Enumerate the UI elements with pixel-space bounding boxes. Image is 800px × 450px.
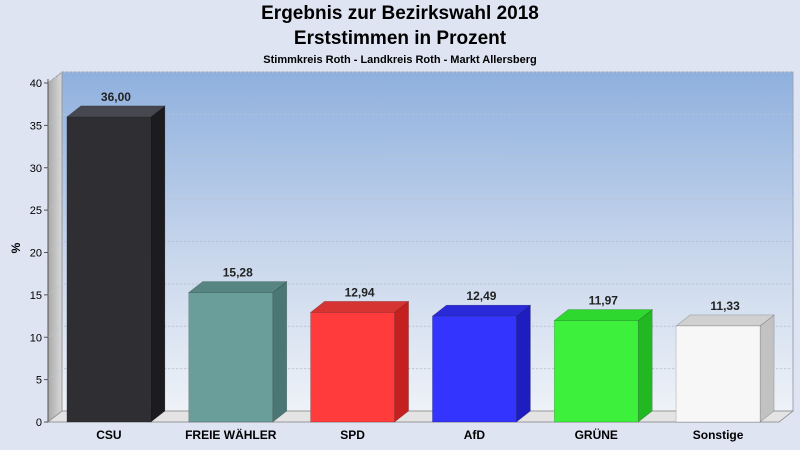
gridline — [47, 368, 793, 381]
y-tick-label: 20 — [30, 248, 42, 260]
bar-top — [553, 309, 654, 321]
gridline — [47, 156, 793, 169]
chart-title: Ergebnis zur Bezirkswahl 2018 — [261, 3, 539, 24]
plot-background — [61, 71, 794, 412]
gridline — [47, 71, 793, 84]
bar-front — [310, 312, 395, 423]
bar-front — [553, 320, 639, 423]
bar-side — [150, 105, 166, 423]
bar-front — [675, 325, 761, 423]
bar-top — [187, 281, 288, 293]
y-tick-label: 35 — [30, 120, 42, 132]
bar-value-label: 11,33 — [710, 299, 740, 313]
bar-side — [759, 314, 775, 423]
x-category-label: SPD — [340, 428, 365, 442]
x-category-label: AfD — [464, 428, 486, 442]
x-category-label: CSU — [96, 428, 121, 442]
y-tick-label: 10 — [30, 332, 42, 344]
gridline — [47, 198, 793, 211]
bar-side — [516, 304, 531, 423]
bar-csu — [66, 105, 166, 423]
gridline — [47, 283, 793, 296]
bar-top — [675, 314, 775, 327]
bar-front — [66, 116, 152, 423]
gridline — [47, 113, 793, 126]
y-tick-label: 5 — [36, 375, 42, 387]
bar-front — [432, 315, 517, 423]
chart-caption: Stimmkreis Roth - Landkreis Roth - Markt… — [263, 54, 537, 66]
y-axis-label: % — [9, 242, 23, 253]
x-category-label: Sonstige — [693, 428, 744, 442]
bar-front — [188, 292, 274, 423]
x-category-label: FREIE WÄHLER — [185, 427, 277, 442]
gridline — [47, 241, 793, 253]
bar-spd — [309, 300, 410, 423]
y-tick-label: 15 — [30, 290, 42, 302]
chart-subtitle: Erststimmen in Prozent — [293, 28, 507, 49]
bar-side — [394, 300, 409, 423]
bar-side — [637, 308, 653, 423]
y-tick-label: 0 — [36, 417, 42, 429]
bar-value-label: 11,97 — [589, 294, 619, 308]
bar-value-label: 36,00 — [101, 90, 131, 104]
y-tick-label: 25 — [30, 205, 42, 217]
bar-value-label: 15,28 — [223, 266, 253, 280]
bar-value-label: 12,94 — [345, 285, 375, 299]
bar-value-label: 12,49 — [466, 289, 496, 303]
y-tick-label: 40 — [30, 78, 42, 90]
y-tick-label: 30 — [30, 163, 42, 175]
bar-grüne — [553, 308, 654, 423]
x-category-label: GRÜNE — [575, 427, 618, 442]
bar-top — [431, 304, 532, 317]
bar-top — [66, 105, 166, 118]
bar-afd — [431, 304, 532, 423]
bar-side — [272, 280, 288, 423]
bar-freie-wähler — [187, 280, 288, 423]
bar-top — [309, 301, 410, 313]
bar-sonstige — [675, 314, 775, 423]
gridline — [47, 325, 793, 338]
